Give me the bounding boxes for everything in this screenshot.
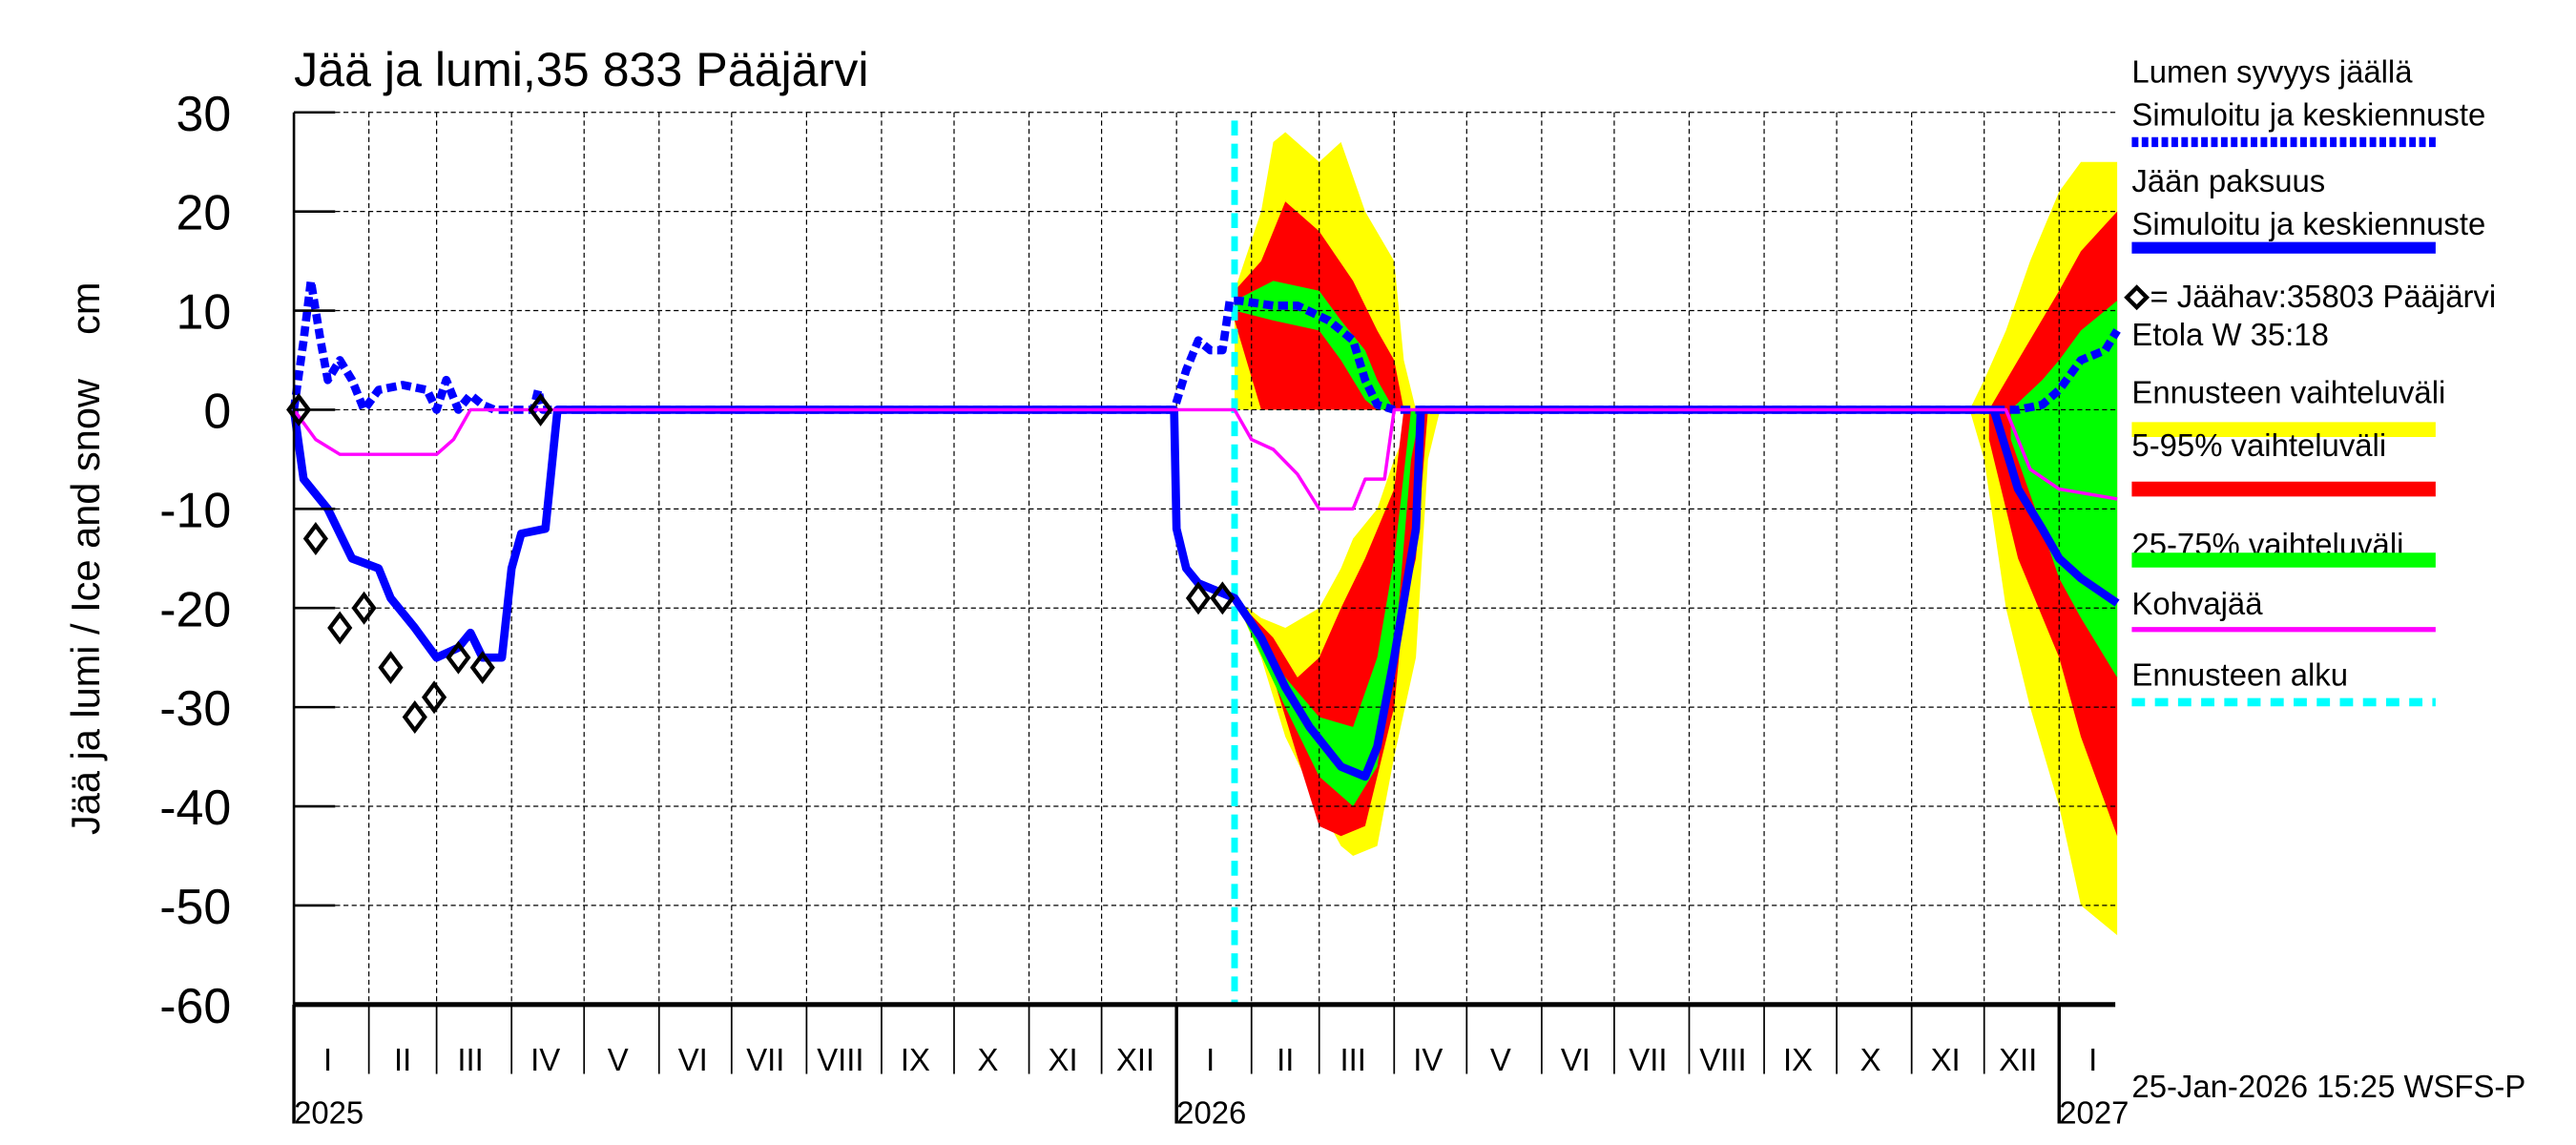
month-label: VIII	[817, 1042, 863, 1077]
month-label: X	[978, 1042, 999, 1077]
observation-marker	[302, 522, 328, 555]
band-p25_75	[1235, 281, 1395, 410]
y-tick-label: -30	[159, 681, 231, 737]
series	[286, 120, 2121, 1005]
observation-marker	[327, 611, 353, 645]
legend-label: Simuloitu ja keskiennuste	[2131, 206, 2485, 241]
legend-label: Lumen syvyys jäällä	[2131, 54, 2413, 90]
observation-marker	[402, 700, 427, 734]
timestamp: 25-Jan-2026 15:25 WSFS-P	[2131, 1069, 2525, 1104]
observation-marker	[446, 640, 471, 675]
month-label: V	[1490, 1042, 1511, 1077]
month-label: VI	[1561, 1042, 1590, 1077]
month-label: IX	[901, 1042, 930, 1077]
slush-line	[292, 407, 2118, 511]
month-label: XII	[1999, 1042, 2037, 1077]
observation-marker	[378, 651, 404, 685]
legend: Lumen syvyys jäällä Simuloitu ja keskienn…	[2124, 54, 2496, 707]
y-axis-label: Jää ja lumi / Ice and snow cm	[63, 282, 108, 836]
month-label: VII	[1629, 1042, 1667, 1077]
legend-label: Jään paksuus	[2131, 163, 2325, 198]
month-label: XI	[1049, 1042, 1078, 1077]
month-label: I	[2088, 1042, 2097, 1077]
observation-marker	[469, 651, 495, 685]
legend-label: Simuloitu ja keskiennuste	[2131, 97, 2485, 133]
legend-label: Ennusteen vaihteluväli	[2131, 375, 2445, 410]
grid	[294, 112, 2116, 1005]
year-label: 2026	[1176, 1094, 1246, 1130]
month-label: XI	[1931, 1042, 1961, 1077]
month-label: II	[1277, 1042, 1294, 1077]
snow-line	[289, 277, 2121, 414]
legend-label: Kohvajää	[2131, 586, 2263, 621]
month-label: III	[457, 1042, 483, 1077]
year-label: 2025	[294, 1094, 364, 1130]
y-tick-label: -20	[159, 582, 231, 637]
legend-label: Etola W 35:18	[2131, 317, 2328, 352]
observation-marker	[351, 591, 377, 625]
year-label: 2027	[2059, 1094, 2129, 1130]
legend-label: 5-95% vaihteluväli	[2131, 427, 2386, 463]
month-label: I	[1206, 1042, 1215, 1077]
y-tick-label: -60	[159, 979, 231, 1034]
legend-label: Ennusteen alku	[2131, 657, 2348, 693]
observation-marker	[528, 392, 553, 427]
y-tick-label: 0	[203, 384, 231, 439]
y-tick-label: 30	[177, 87, 232, 142]
observation-marker	[1210, 581, 1236, 615]
legend-label: = Jäähav:35803 Pääjärvi	[2150, 279, 2496, 314]
observation-marker	[286, 392, 312, 427]
month-label: I	[323, 1042, 332, 1077]
month-label: IX	[1783, 1042, 1813, 1077]
month-label: V	[608, 1042, 629, 1077]
y-tick-label: -50	[159, 880, 231, 935]
month-label: XII	[1116, 1042, 1154, 1077]
month-label: VII	[746, 1042, 784, 1077]
month-label: VI	[678, 1042, 708, 1077]
y-tick-label: -10	[159, 483, 231, 538]
observation-marker	[421, 680, 447, 715]
chart-title: Jää ja lumi,35 833 Pääjärvi	[294, 43, 868, 96]
y-tick-label: 20	[177, 186, 232, 241]
forecast-bands	[1235, 132, 2118, 936]
month-label: IV	[1413, 1042, 1443, 1077]
legend-diamond-icon	[2124, 284, 2150, 311]
observation-marker	[1185, 581, 1212, 615]
month-label: VIII	[1699, 1042, 1746, 1077]
month-label: X	[1860, 1042, 1881, 1077]
y-tick-label: -40	[159, 781, 231, 836]
band-p25_75	[1235, 409, 1422, 807]
month-label: IV	[530, 1042, 560, 1077]
month-label: III	[1340, 1042, 1365, 1077]
y-tick-label: 10	[177, 285, 232, 341]
month-label: II	[394, 1042, 411, 1077]
